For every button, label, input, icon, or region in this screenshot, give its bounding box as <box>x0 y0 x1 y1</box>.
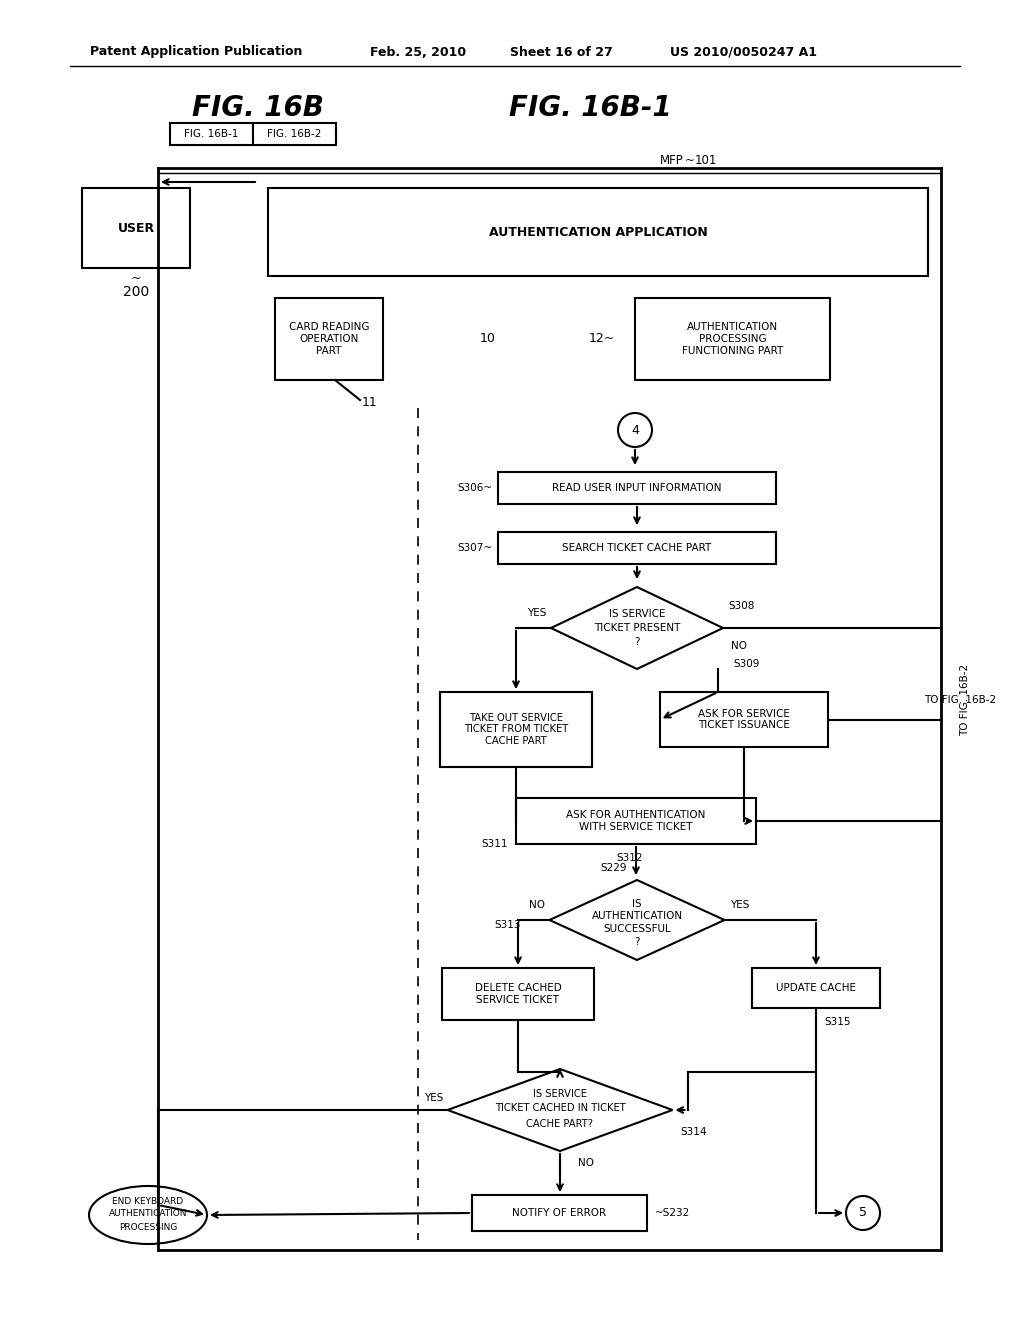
Text: US 2010/0050247 A1: US 2010/0050247 A1 <box>670 45 817 58</box>
Text: TO FIG. 16B-2: TO FIG. 16B-2 <box>961 664 970 737</box>
Text: S315: S315 <box>824 1016 851 1027</box>
Text: FIG. 16B-1: FIG. 16B-1 <box>184 129 239 139</box>
Bar <box>82 187 190 268</box>
Text: ~S232: ~S232 <box>655 1208 690 1218</box>
Bar <box>516 799 756 843</box>
Text: S314: S314 <box>681 1127 707 1137</box>
Text: S307~: S307~ <box>457 543 492 553</box>
Text: 11: 11 <box>362 396 378 408</box>
Text: S312: S312 <box>616 853 642 863</box>
Text: TAKE OUT SERVICE
TICKET FROM TICKET
CACHE PART: TAKE OUT SERVICE TICKET FROM TICKET CACH… <box>464 713 568 746</box>
Bar <box>268 187 928 276</box>
Text: ASK FOR SERVICE
TICKET ISSUANCE: ASK FOR SERVICE TICKET ISSUANCE <box>698 709 790 730</box>
Text: 4: 4 <box>631 424 639 437</box>
Text: S306~: S306~ <box>457 483 492 492</box>
Text: NO: NO <box>731 642 746 651</box>
Text: FIG. 16B-2: FIG. 16B-2 <box>267 129 322 139</box>
Text: YES: YES <box>526 609 546 618</box>
Text: TICKET CACHED IN TICKET: TICKET CACHED IN TICKET <box>495 1104 626 1113</box>
Bar <box>498 532 776 564</box>
Text: SEARCH TICKET CACHE PART: SEARCH TICKET CACHE PART <box>562 543 712 553</box>
Text: 200: 200 <box>123 285 150 300</box>
Text: FIG. 16B: FIG. 16B <box>193 94 324 121</box>
Bar <box>253 123 336 145</box>
Text: FIG. 16B-1: FIG. 16B-1 <box>509 94 672 121</box>
Text: IS: IS <box>632 899 642 909</box>
Text: END KEYBOARD: END KEYBOARD <box>113 1196 183 1205</box>
Text: 10: 10 <box>480 333 496 346</box>
Bar <box>498 473 776 504</box>
Text: PROCESSING: PROCESSING <box>119 1222 177 1232</box>
Text: AUTHENTICATION: AUTHENTICATION <box>109 1209 187 1217</box>
Text: Patent Application Publication: Patent Application Publication <box>90 45 302 58</box>
Text: ~: ~ <box>685 153 695 166</box>
Bar <box>660 692 828 747</box>
Bar <box>752 968 880 1008</box>
Text: YES: YES <box>424 1093 443 1104</box>
Text: IS SERVICE: IS SERVICE <box>608 609 666 619</box>
Text: AUTHENTICATION APPLICATION: AUTHENTICATION APPLICATION <box>488 226 708 239</box>
Text: DELETE CACHED
SERVICE TICKET: DELETE CACHED SERVICE TICKET <box>475 983 561 1005</box>
Text: 101: 101 <box>695 153 718 166</box>
Text: READ USER INPUT INFORMATION: READ USER INPUT INFORMATION <box>552 483 722 492</box>
Text: CARD READING
OPERATION
PART: CARD READING OPERATION PART <box>289 322 370 355</box>
Text: S313: S313 <box>495 920 521 931</box>
Bar <box>442 968 594 1020</box>
Text: USER: USER <box>118 222 155 235</box>
Bar <box>275 298 383 380</box>
Text: NO: NO <box>529 900 546 909</box>
Text: TICKET PRESENT: TICKET PRESENT <box>594 623 680 634</box>
Bar <box>472 1195 647 1232</box>
Text: S229: S229 <box>600 863 627 873</box>
Text: ~: ~ <box>131 272 141 285</box>
Text: S309: S309 <box>733 659 760 669</box>
Text: AUTHENTICATION: AUTHENTICATION <box>592 911 683 921</box>
Bar <box>440 692 592 767</box>
Text: 12~: 12~ <box>589 333 615 346</box>
Text: NOTIFY OF ERROR: NOTIFY OF ERROR <box>512 1208 606 1218</box>
Text: ?: ? <box>634 937 640 946</box>
Text: AUTHENTICATION
PROCESSING
FUNCTIONING PART: AUTHENTICATION PROCESSING FUNCTIONING PA… <box>682 322 783 355</box>
Bar <box>170 123 253 145</box>
Text: MFP: MFP <box>660 153 684 166</box>
Text: SUCCESSFUL: SUCCESSFUL <box>603 924 671 935</box>
Text: CACHE PART?: CACHE PART? <box>526 1119 594 1129</box>
Text: Feb. 25, 2010: Feb. 25, 2010 <box>370 45 466 58</box>
Text: Sheet 16 of 27: Sheet 16 of 27 <box>510 45 612 58</box>
Text: ?: ? <box>634 638 640 647</box>
Text: TO FIG. 16B-2: TO FIG. 16B-2 <box>924 696 996 705</box>
Text: IS SERVICE: IS SERVICE <box>534 1089 587 1100</box>
Text: S308: S308 <box>728 601 755 611</box>
Text: ASK FOR AUTHENTICATION
WITH SERVICE TICKET: ASK FOR AUTHENTICATION WITH SERVICE TICK… <box>566 810 706 832</box>
Text: 5: 5 <box>859 1206 867 1220</box>
Text: YES: YES <box>730 900 750 909</box>
Bar <box>635 298 830 380</box>
Text: NO: NO <box>578 1158 594 1168</box>
Text: S311: S311 <box>481 840 508 849</box>
Ellipse shape <box>89 1185 207 1243</box>
Text: UPDATE CACHE: UPDATE CACHE <box>776 983 856 993</box>
